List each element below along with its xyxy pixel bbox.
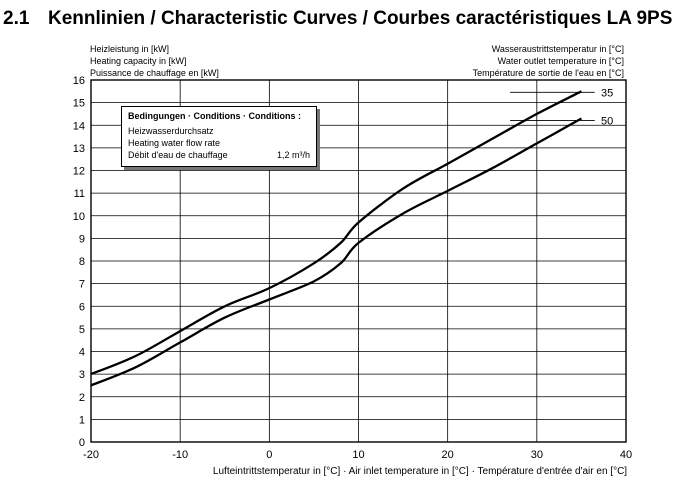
- y-tick-label: 11: [74, 188, 85, 200]
- y-tick-label: 1: [79, 414, 85, 426]
- outlet-temperature-labels: Wasseraustrittstemperatur in [°C] Water …: [473, 43, 624, 79]
- curve-label-35: 35: [601, 87, 613, 99]
- x-tick-label: -20: [83, 449, 99, 461]
- section-title: Kennlinien / Characteristic Curves / Cou…: [48, 8, 673, 29]
- page-heading: 2.1 Kennlinien / Characteristic Curves /…: [0, 8, 690, 36]
- y-tick-label: 16: [73, 75, 85, 87]
- conditions-title: Bedingungen · Conditions · Conditions :: [128, 111, 301, 121]
- y-tick-label: 3: [79, 369, 85, 381]
- y-tick-label: 0: [79, 437, 85, 449]
- y-axis-label-en: Heating capacity in [kW]: [90, 56, 187, 66]
- y-tick-label: 5: [79, 324, 85, 336]
- x-tick-label: 30: [531, 449, 543, 461]
- y-tick-label: 12: [73, 166, 85, 178]
- outlet-label-fr: Température de sortie de l'eau en [°C]: [472, 68, 624, 78]
- x-tick-label: 40: [620, 449, 632, 461]
- y-tick-label: 4: [79, 347, 85, 359]
- flow-rate-value: 1,2 m³/h: [276, 150, 310, 160]
- plot-frame: [90, 79, 627, 443]
- x-tick-label: 20: [442, 449, 454, 461]
- x-tick-label: 10: [352, 449, 364, 461]
- y-tick-label: 7: [79, 279, 85, 291]
- y-tick-label: 9: [79, 233, 85, 245]
- y-tick-label: 10: [73, 211, 85, 223]
- curve-label-50: 50: [601, 115, 613, 127]
- curve-35: [90, 90, 582, 376]
- y-tick-label: 15: [73, 98, 85, 110]
- y-axis-label-de: Heizleistung in [kW]: [90, 44, 170, 54]
- y-tick-label: 14: [73, 120, 85, 132]
- x-axis-label: Lufteintrittstemperatur in [°C] · Air in…: [212, 466, 628, 477]
- conditions-box: Bedingungen · Conditions · Conditions : …: [121, 106, 317, 167]
- outlet-label-en: Water outlet temperature in [°C]: [497, 56, 624, 66]
- y-tick-label: 8: [79, 256, 85, 268]
- y-tick-label: 13: [73, 143, 85, 155]
- x-tick-label: -10: [172, 449, 188, 461]
- section-number: 2.1: [3, 8, 30, 29]
- conditions-line-en: Heating water flow rate: [128, 138, 221, 148]
- curve-50: [90, 117, 582, 387]
- conditions-line-fr: Débit d'eau de chauffage: [128, 150, 228, 160]
- y-tick-label: 6: [79, 301, 85, 313]
- y-tick-label: 2: [79, 392, 85, 404]
- outlet-label-de: Wasseraustrittstemperatur in [°C]: [491, 44, 624, 54]
- y-axis-labels: Heizleistung in [kW] Heating capacity in…: [90, 43, 219, 79]
- y-axis-label-fr: Puissance de chauffage en [kW]: [90, 68, 219, 78]
- x-tick-label: 0: [266, 449, 272, 461]
- conditions-line-de: Heizwasserdurchsatz: [128, 126, 214, 136]
